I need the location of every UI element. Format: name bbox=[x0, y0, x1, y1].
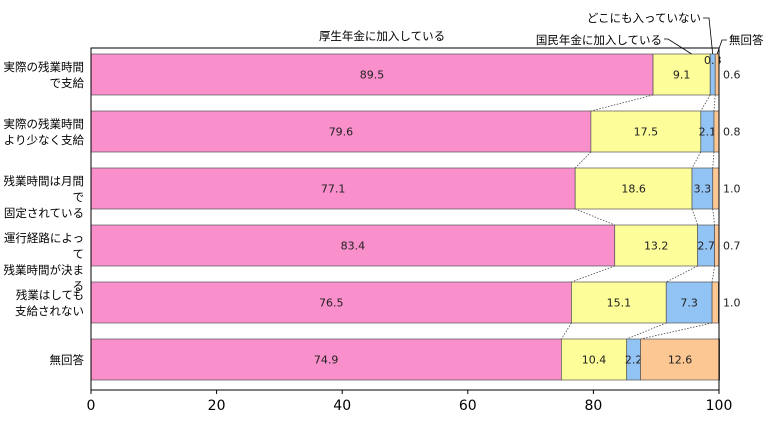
bar-segment bbox=[652, 53, 711, 96]
data-label: 74.9 bbox=[314, 354, 339, 367]
x-tick-label: 80 bbox=[584, 398, 602, 414]
legend-label: どこにも入っていない bbox=[587, 11, 701, 25]
legend-label: 厚生年金に加入している bbox=[319, 29, 445, 43]
connector-line bbox=[590, 94, 654, 112]
legend-label: 国民年金に加入している bbox=[536, 33, 662, 47]
data-label: 2.2 bbox=[625, 354, 643, 367]
bar-segment bbox=[711, 281, 719, 324]
data-label: 7.3 bbox=[680, 297, 698, 310]
connector-line bbox=[711, 265, 715, 283]
connector-line bbox=[691, 151, 702, 169]
data-label: 17.5 bbox=[634, 126, 659, 139]
connector-line bbox=[691, 208, 699, 226]
bar-segment bbox=[90, 281, 572, 324]
bars: 89.5 9.10.80.679.6 17.5 2.1 0.877.1 18.6 3.3 1.… bbox=[90, 53, 741, 381]
data-label: 89.5 bbox=[360, 69, 385, 82]
plot-frame bbox=[90, 47, 720, 391]
connector-line bbox=[712, 208, 716, 226]
connector-line bbox=[713, 94, 716, 112]
data-label: 10.4 bbox=[582, 354, 607, 367]
bar-segment bbox=[590, 110, 702, 153]
x-tick-label: 40 bbox=[333, 398, 351, 414]
bar-segment bbox=[714, 53, 720, 96]
connector-line bbox=[626, 322, 667, 340]
connector-line bbox=[561, 322, 572, 340]
data-label: 1.0 bbox=[723, 297, 741, 310]
data-label: 2.1 bbox=[699, 126, 717, 139]
x-tick-label: 100 bbox=[706, 398, 733, 414]
data-label: 13.2 bbox=[644, 240, 669, 253]
x-axis: 0 20 40 60 80 100 bbox=[87, 47, 733, 414]
bar-segment bbox=[90, 224, 616, 267]
bar-segment bbox=[714, 224, 720, 267]
data-label: 0.7 bbox=[723, 240, 741, 253]
data-label: 83.4 bbox=[341, 240, 366, 253]
category-label: 無回答 bbox=[49, 352, 85, 367]
connector-line bbox=[712, 151, 715, 169]
data-label: 18.6 bbox=[621, 183, 646, 196]
category-label: 残業はしても 支給されない bbox=[15, 287, 84, 318]
connector-line bbox=[575, 208, 615, 226]
data-label: 2.7 bbox=[697, 240, 715, 253]
bar-segment bbox=[713, 110, 720, 153]
data-label: 79.6 bbox=[329, 126, 354, 139]
data-label: 0.8 bbox=[723, 126, 741, 139]
connector-lines bbox=[561, 94, 716, 340]
x-tick-label: 20 bbox=[208, 398, 226, 414]
data-label: 15.1 bbox=[607, 297, 632, 310]
bar-segment bbox=[561, 338, 628, 381]
leader-line bbox=[703, 17, 714, 55]
data-label: 9.1 bbox=[673, 69, 691, 82]
data-label: 1.0 bbox=[723, 183, 741, 196]
x-tick-label: 60 bbox=[459, 398, 477, 414]
data-label: 76.5 bbox=[319, 297, 344, 310]
data-label: 0.6 bbox=[723, 69, 741, 82]
category-label: 残業時間は月間で 固定されている bbox=[3, 173, 85, 220]
category-label: 実際の残業時間 より少なく支給 bbox=[3, 116, 85, 147]
category-label: 実際の残業時間 で支給 bbox=[3, 59, 85, 90]
bar-segment bbox=[640, 338, 720, 381]
x-tick-label: 0 bbox=[87, 398, 96, 414]
bar-segment bbox=[90, 167, 576, 210]
legend-label: 無回答 bbox=[729, 33, 764, 47]
bar-segment bbox=[571, 281, 667, 324]
data-label: 3.3 bbox=[694, 183, 712, 196]
category-label: 運行経路によって 残業時間が決まる bbox=[3, 230, 85, 293]
connector-line bbox=[700, 94, 711, 112]
connector-line bbox=[666, 265, 698, 283]
connector-line bbox=[640, 322, 713, 340]
connector-line bbox=[574, 151, 592, 169]
leader-line bbox=[664, 38, 692, 55]
connector-line bbox=[571, 265, 615, 283]
bar-segment bbox=[90, 338, 562, 381]
bar-segment bbox=[665, 281, 713, 324]
data-label: 12.6 bbox=[668, 354, 693, 367]
bar-segment bbox=[712, 167, 720, 210]
bar-segment bbox=[90, 53, 654, 96]
data-label: 77.1 bbox=[321, 183, 346, 196]
